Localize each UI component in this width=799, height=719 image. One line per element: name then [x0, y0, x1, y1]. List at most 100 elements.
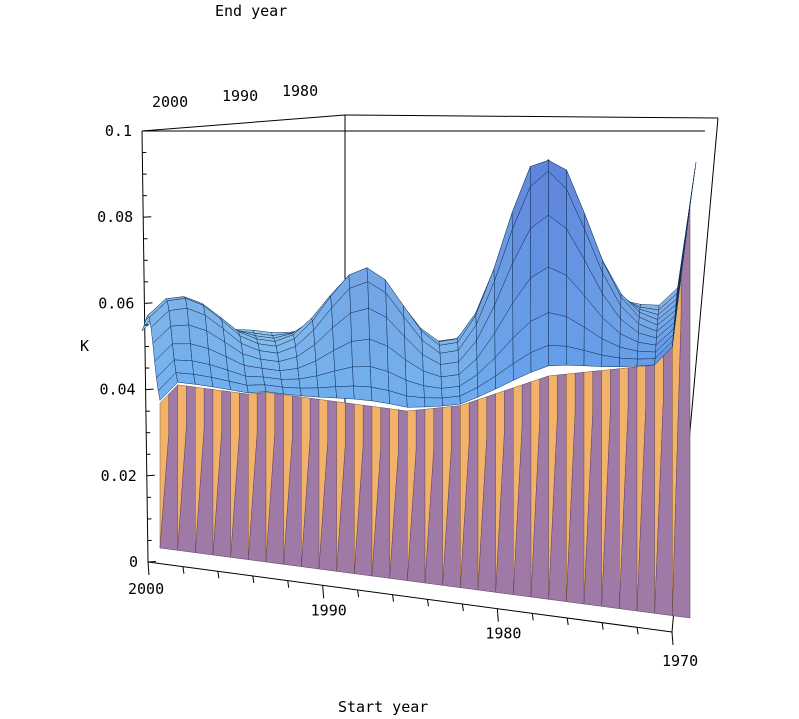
surface-cell	[245, 375, 265, 386]
x-minor-tick	[566, 617, 569, 626]
y-tick-label: 1980	[282, 82, 318, 100]
surface-cell	[317, 386, 337, 399]
surface-cell	[548, 345, 567, 367]
z-tick-mark	[146, 474, 155, 477]
wall-face-purple	[195, 388, 214, 556]
z-tick-mark	[143, 216, 152, 218]
x-minor-tick	[357, 589, 360, 598]
x-tick-label: 1980	[485, 625, 521, 643]
z-tick-label: 0	[129, 553, 138, 571]
surface-cell	[335, 385, 355, 400]
x-axis: 2000 1990 1980 1970	[128, 561, 698, 670]
surface-cell	[175, 372, 196, 385]
surface-cell	[406, 395, 426, 408]
y-axis-label: End year	[215, 2, 287, 20]
z-tick-label: 0.02	[101, 467, 137, 485]
wall-face-purple	[248, 392, 267, 563]
surface-cell	[172, 343, 193, 362]
box-edge-top-right	[344, 114, 719, 119]
wall-face-purple	[530, 375, 549, 600]
x-minor-tick	[182, 566, 185, 574]
wall-face-purple	[513, 381, 532, 598]
x-tick-label: 1970	[662, 652, 698, 670]
surface-walls	[159, 204, 691, 619]
x-minor-tick	[287, 580, 290, 588]
surface-cell	[637, 350, 656, 360]
z-tick-mark	[141, 130, 151, 132]
z-axis-label: K	[80, 337, 89, 355]
z-tick-label: 0.04	[99, 381, 135, 399]
x-minor-tick	[461, 603, 464, 612]
surface-cell	[353, 385, 373, 402]
surface-cell	[280, 378, 301, 389]
x-tick-mark	[147, 561, 150, 576]
surface-cell	[672, 200, 691, 347]
wall-face-purple	[566, 372, 585, 605]
box-edge-front-bottom	[147, 561, 673, 633]
x-tick-mark	[322, 585, 325, 599]
x-tick-label: 1990	[311, 601, 347, 619]
wall-face-purple	[477, 393, 496, 593]
wall-face-purple	[636, 364, 655, 614]
z-tick-label: 0.06	[98, 294, 134, 312]
x-tick-label: 2000	[128, 580, 164, 598]
wall-face-purple	[583, 370, 602, 607]
x-minor-tick	[601, 622, 604, 630]
x-minor-tick	[531, 613, 534, 621]
surface-cell	[351, 338, 371, 368]
z-axis: 0 0.02 0.04 0.06 0.08 0.1	[97, 122, 157, 571]
wall-face-purple	[212, 390, 231, 558]
surface-cell	[440, 361, 460, 378]
wall-face-purple	[460, 399, 479, 591]
wall-face-purple	[265, 393, 284, 565]
surface-cell	[441, 395, 461, 407]
wall-face-purple	[424, 407, 443, 586]
z-tick-label: 0.08	[97, 208, 133, 226]
wall-face-purple	[619, 366, 638, 612]
wall-face-purple	[318, 400, 337, 572]
x-minor-tick	[636, 627, 639, 635]
wall-face-purple	[301, 397, 320, 570]
wall-face-purple	[230, 392, 249, 560]
plot-box	[141, 114, 719, 633]
wall-face-purple	[283, 395, 302, 567]
surface-cell	[636, 358, 656, 367]
z-tick-mark	[144, 302, 153, 304]
surface-cell	[352, 366, 372, 388]
z-tick-mark	[145, 388, 154, 391]
wall-face-purple	[371, 407, 390, 579]
wall-face-purple	[354, 404, 373, 577]
x-minor-tick	[426, 599, 429, 607]
surface-cell	[282, 386, 302, 397]
surface-cell	[440, 374, 460, 389]
surface-cell	[246, 384, 267, 394]
wall-face-purple	[177, 385, 196, 553]
x-axis-label: Start year	[338, 698, 428, 716]
x-minor-tick	[392, 594, 395, 602]
surface-cell	[173, 359, 194, 375]
wall-face-purple	[601, 368, 620, 609]
y-tick-label: 1990	[222, 87, 258, 105]
surface-cell	[424, 397, 443, 408]
box-edge-top-back	[141, 114, 346, 132]
y-axis: 2000 1990 1980	[152, 82, 318, 111]
surface-mesh	[141, 158, 697, 408]
wall-face-purple	[407, 408, 426, 584]
surface-cell	[548, 266, 567, 317]
x-minor-tick	[217, 571, 220, 579]
surface-cell	[548, 312, 567, 347]
x-tick-mark	[496, 608, 499, 622]
y-tick-label: 2000	[152, 93, 188, 111]
surface-cell	[299, 387, 320, 398]
wall-face-purple	[389, 409, 408, 581]
surface-cell	[168, 308, 190, 327]
x-minor-tick	[252, 575, 255, 584]
surface-cell	[619, 357, 638, 368]
wall-face-purple	[159, 384, 178, 551]
z-tick-mark	[147, 561, 157, 563]
surface-cell	[350, 307, 370, 342]
wall-face-purple	[336, 402, 355, 574]
wall-face-purple	[495, 387, 514, 595]
z-tick-label: 0.1	[105, 122, 132, 140]
